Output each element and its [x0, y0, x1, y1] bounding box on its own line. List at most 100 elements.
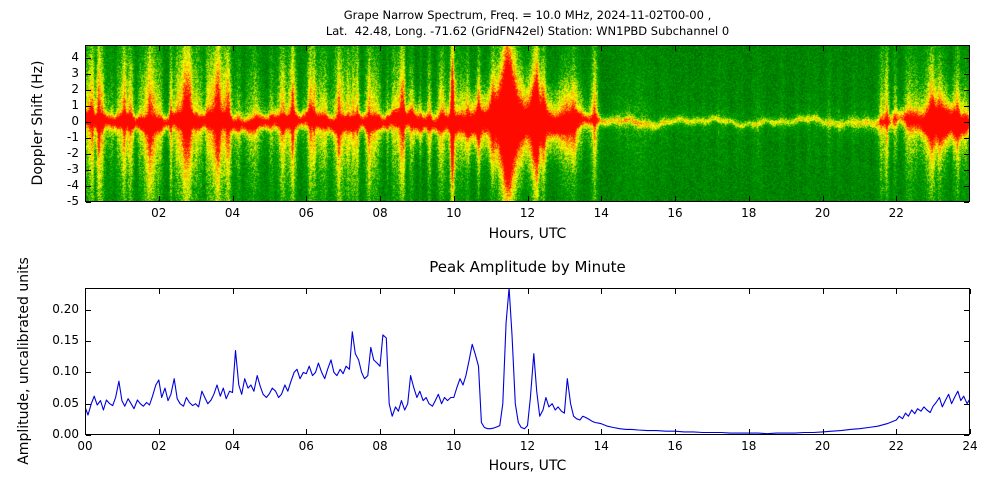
x-tick-mark: [822, 429, 824, 434]
y-tick-label: -5: [67, 194, 79, 208]
x-tick-mark: [380, 429, 381, 434]
y-tick-mark: [86, 105, 91, 107]
y-tick-label: 0.15: [52, 333, 79, 348]
y-tick-mark: [86, 202, 91, 203]
y-tick-mark: [86, 121, 91, 123]
x-tick-label: 16: [667, 439, 683, 453]
x-tick-mark: [675, 196, 676, 201]
y-tick-label: 0.20: [52, 301, 79, 316]
y-tick-mark: [86, 137, 91, 139]
x-tick-mark: [232, 196, 234, 201]
x-tick-label: 10: [446, 439, 462, 453]
x-tick-label: 12: [519, 439, 536, 453]
x-tick-mark: [527, 46, 529, 51]
x-tick-mark: [896, 429, 898, 434]
y-tick-mark: [964, 137, 969, 139]
y-tick-mark: [964, 309, 969, 311]
amplitude-line: [85, 288, 970, 435]
x-tick-label: 02: [151, 439, 167, 453]
y-tick-mark: [86, 153, 91, 155]
spectrogram-heatmap: [85, 45, 970, 202]
x-tick-label: 22: [888, 206, 904, 220]
y-tick-mark: [964, 153, 969, 155]
amplitude-chart-title: Peak Amplitude by Minute: [429, 258, 626, 276]
x-tick-mark: [306, 196, 308, 201]
x-tick-mark: [527, 289, 529, 294]
x-tick-mark: [822, 196, 824, 201]
x-tick-mark: [158, 196, 160, 201]
x-tick-mark: [306, 289, 308, 294]
y-tick-mark: [964, 341, 969, 343]
spectrogram-x-axis-label: Hours, UTC: [488, 226, 567, 242]
x-tick-label: 20: [814, 206, 831, 220]
y-tick-label: 2: [71, 81, 79, 96]
x-tick-label: 22: [888, 439, 904, 453]
x-tick-mark: [970, 429, 971, 434]
x-tick-mark: [232, 46, 234, 51]
y-tick-mark: [86, 169, 91, 171]
x-tick-mark: [453, 289, 455, 294]
x-tick-label: 16: [667, 206, 683, 220]
x-tick-mark: [896, 46, 898, 51]
y-tick-mark: [86, 341, 91, 343]
x-tick-mark: [601, 289, 603, 294]
x-tick-mark: [822, 46, 824, 51]
y-tick-label: -1: [67, 129, 79, 144]
x-tick-label: 24: [962, 439, 978, 453]
x-tick-mark: [675, 429, 676, 434]
x-tick-mark: [896, 289, 898, 294]
y-tick-label: -2: [67, 145, 79, 160]
x-tick-mark: [601, 196, 603, 201]
y-tick-label: -3: [67, 161, 79, 176]
y-tick-mark: [86, 185, 91, 187]
x-tick-label: 06: [298, 439, 314, 453]
y-tick-mark: [964, 73, 969, 75]
x-tick-label: 04: [224, 206, 241, 220]
x-tick-label: 12: [519, 206, 536, 220]
x-tick-label: 08: [372, 439, 388, 453]
y-tick-mark: [964, 105, 969, 107]
y-tick-mark: [964, 185, 969, 187]
x-tick-mark: [158, 429, 160, 434]
x-tick-label: 02: [151, 206, 167, 220]
amplitude-chart: [85, 288, 970, 435]
x-tick-mark: [232, 289, 234, 294]
y-tick-label: 0.00: [52, 427, 79, 441]
y-tick-mark: [964, 169, 969, 171]
x-tick-label: 14: [593, 439, 609, 453]
x-tick-mark: [158, 46, 160, 51]
x-tick-mark: [675, 46, 676, 51]
x-tick-mark: [748, 429, 750, 434]
x-tick-label: 20: [814, 439, 831, 453]
x-tick-mark: [748, 46, 750, 51]
x-tick-mark: [306, 429, 308, 434]
y-tick-mark: [964, 89, 969, 91]
x-tick-label: 00: [77, 439, 93, 453]
x-tick-mark: [232, 429, 234, 434]
y-tick-label: 3: [71, 65, 79, 80]
y-tick-label: -4: [67, 177, 79, 192]
x-tick-mark: [970, 289, 971, 294]
x-tick-mark: [601, 46, 603, 51]
amplitude-y-axis-label: Amplitude, uncalibrated units: [16, 257, 32, 465]
y-tick-label: 1: [71, 97, 79, 112]
x-tick-label: 18: [741, 439, 757, 453]
x-tick-mark: [822, 289, 824, 294]
x-tick-mark: [380, 46, 381, 51]
x-tick-mark: [453, 46, 455, 51]
x-tick-mark: [85, 429, 86, 434]
x-tick-mark: [896, 196, 898, 201]
y-tick-mark: [964, 121, 969, 123]
x-tick-mark: [748, 196, 750, 201]
y-tick-mark: [964, 372, 969, 374]
x-tick-mark: [527, 429, 529, 434]
y-tick-mark: [86, 89, 91, 91]
y-tick-mark: [86, 73, 91, 75]
x-tick-mark: [85, 289, 86, 294]
x-tick-mark: [158, 289, 160, 294]
y-tick-mark: [86, 403, 91, 405]
x-tick-mark: [675, 289, 676, 294]
y-tick-mark: [964, 57, 969, 59]
x-tick-mark: [527, 196, 529, 201]
